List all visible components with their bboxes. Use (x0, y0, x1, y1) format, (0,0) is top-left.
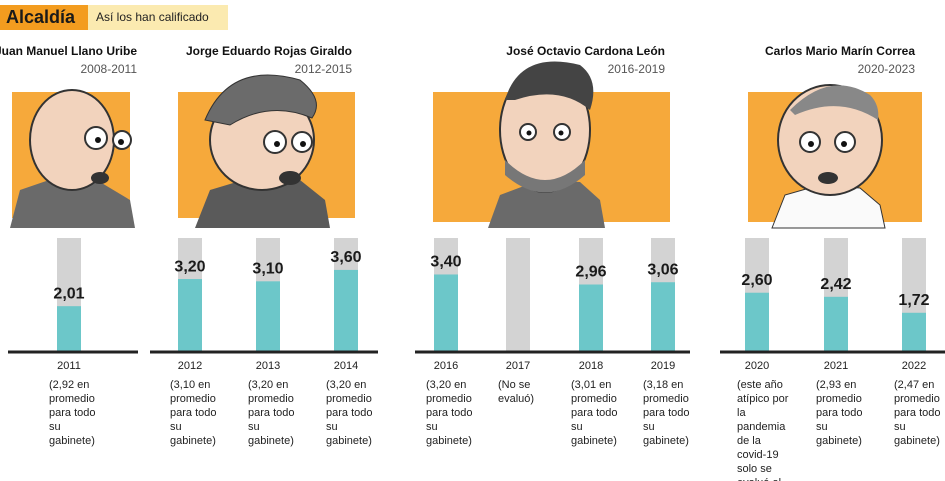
subtitle-box (88, 5, 228, 30)
year-label: 2011 (57, 360, 81, 372)
value-label: 3,20 (174, 258, 205, 275)
note: (3,10 en promedio para todo su gabinete) (170, 379, 217, 447)
mayor-period: 2016-2019 (608, 62, 666, 76)
mayor-name: Juan Manuel Llano Uribe (0, 44, 137, 58)
note: (3,20 en promedio para todo su gabinete) (248, 379, 295, 447)
bar (434, 274, 458, 352)
note: (3,20 en promedio para todo su gabinete) (326, 379, 373, 447)
mayor-period: 2012-2015 (295, 62, 353, 76)
bar (334, 269, 358, 352)
note: (3,01 en promedio para todo su gabinete) (571, 379, 618, 447)
value-label: 2,42 (820, 276, 851, 293)
note: (3,18 en promedio para todo su gabinete) (643, 379, 690, 447)
mayor-name: Jorge Eduardo Rojas Giraldo (186, 44, 352, 58)
note: (No se evaluó) (498, 379, 535, 405)
year-label: 2022 (902, 360, 926, 372)
bar (745, 292, 769, 352)
year-label: 2021 (824, 360, 848, 372)
year-label: 2019 (651, 360, 675, 372)
note: (2,93 en promedio para todo su gabinete) (816, 379, 863, 447)
title-box (0, 5, 88, 30)
value-label: 3,10 (252, 261, 283, 278)
portrait (433, 61, 670, 228)
value-label: 3,06 (647, 261, 678, 278)
year-label: 2018 (579, 360, 603, 372)
year-label: 2014 (334, 360, 358, 372)
note: (2,47 en promedio para todo su gabinete) (894, 379, 941, 447)
bar (178, 279, 202, 352)
value-label: 2,01 (53, 285, 84, 302)
bar (902, 312, 926, 352)
year-label: 2013 (256, 360, 280, 372)
bar-track (506, 238, 530, 352)
value-label: 3,60 (330, 249, 361, 266)
title: Alcaldía (6, 7, 76, 27)
mayor-period: 2008-2011 (81, 62, 138, 76)
mayor-name: José Octavio Cardona León (506, 44, 665, 58)
note: (este año atípico por la pandemia de la … (737, 379, 789, 481)
portrait (10, 89, 135, 228)
value-label: 3,40 (430, 254, 461, 271)
year-label: 2017 (506, 360, 530, 372)
portrait (178, 74, 355, 228)
subtitle: Así los han calificado (96, 10, 209, 24)
note: (3,20 en promedio para todo su gabinete) (426, 379, 473, 447)
value-label: 2,60 (741, 272, 772, 289)
bar (256, 281, 280, 352)
bar (57, 306, 81, 352)
mayor-name: Carlos Mario Marín Correa (765, 44, 915, 58)
bar (579, 284, 603, 352)
mayor-period: 2020-2023 (858, 62, 916, 76)
portrait (748, 84, 922, 229)
year-label: 2012 (178, 360, 202, 372)
year-label: 2016 (434, 360, 458, 372)
value-label: 1,72 (898, 292, 929, 309)
year-label: 2020 (745, 360, 769, 372)
bar (651, 282, 675, 352)
bar (824, 296, 848, 352)
note: (2,92 en promedio para todo su gabinete) (49, 379, 96, 447)
value-label: 2,96 (575, 264, 606, 281)
